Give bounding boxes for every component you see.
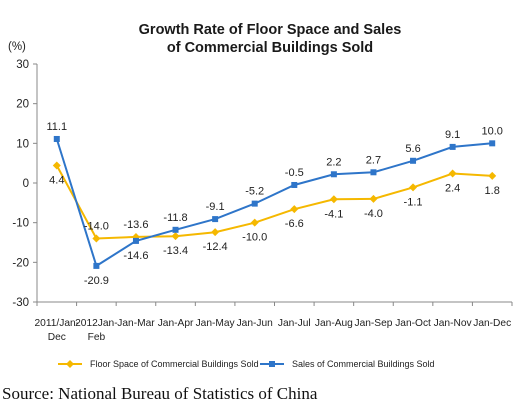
floor-space-point bbox=[92, 234, 101, 243]
legend-floor-space-marker bbox=[66, 360, 74, 368]
sales-point bbox=[330, 171, 337, 178]
floor-space-value-label: -4.1 bbox=[324, 208, 343, 220]
floor-space-point bbox=[409, 183, 418, 192]
x-tick-label: Jan-Jul bbox=[278, 318, 311, 329]
floor-space-value-label: 4.4 bbox=[49, 175, 64, 187]
floor-space-value-label: -4.0 bbox=[364, 208, 383, 220]
floor-space-value-label: -6.6 bbox=[285, 218, 304, 230]
sales-point bbox=[132, 237, 139, 244]
y-tick-label: 30 bbox=[16, 59, 29, 71]
x-tick-label: Jan-Apr bbox=[158, 318, 194, 329]
x-tick-label: 2012Jan- bbox=[75, 318, 117, 329]
x-tick-label: 2011/Jan- bbox=[35, 318, 80, 329]
x-tick-label: Jan-Aug bbox=[315, 318, 353, 329]
x-tick-label: Feb bbox=[88, 332, 106, 343]
y-axis-unit: (%) bbox=[8, 41, 26, 53]
floor-space-point bbox=[52, 161, 61, 170]
legend-sales-label: Sales of Commercial Buildings Sold bbox=[292, 359, 435, 369]
sales-value-label: -11.8 bbox=[163, 212, 187, 224]
y-tick-label: -10 bbox=[12, 218, 29, 230]
sales-value-label: 9.1 bbox=[445, 129, 460, 141]
x-tick-label: Jan-Nov bbox=[434, 318, 473, 329]
x-tick-label: Jan-Jun bbox=[237, 318, 273, 329]
sales-point bbox=[449, 143, 456, 150]
sales-value-label: 5.6 bbox=[405, 143, 420, 155]
floor-space-value-label: -13.4 bbox=[163, 245, 188, 257]
floor-space-point bbox=[290, 205, 299, 214]
sales-point bbox=[93, 262, 100, 269]
sales-point bbox=[172, 226, 179, 233]
floor-space-value-label: -10.0 bbox=[242, 232, 267, 244]
sales-point bbox=[53, 135, 60, 142]
floor-space-point bbox=[171, 232, 180, 241]
floor-space-point bbox=[488, 171, 497, 180]
sales-value-label: -9.1 bbox=[206, 201, 225, 213]
source-note: Source: National Bureau of Statistics of… bbox=[2, 384, 318, 403]
x-tick-label: Jan-Dec bbox=[473, 318, 511, 329]
x-tick-label: Jan-Mar bbox=[117, 318, 155, 329]
sales-value-label: -5.2 bbox=[245, 186, 264, 198]
floor-space-value-label: -12.4 bbox=[203, 241, 228, 253]
floor-space-value-label: 2.4 bbox=[445, 182, 460, 194]
sales-value-label: 2.2 bbox=[326, 156, 341, 168]
x-tick-label: Dec bbox=[48, 332, 66, 343]
sales-value-label: -0.5 bbox=[285, 167, 304, 179]
floor-space-point bbox=[250, 218, 259, 227]
sales-point bbox=[291, 181, 298, 188]
x-tick-label: Jan-Oct bbox=[395, 318, 431, 329]
floor-space-point bbox=[369, 194, 378, 203]
y-tick-label: -20 bbox=[12, 257, 29, 269]
floor-space-line bbox=[55, 165, 493, 240]
floor-space-point bbox=[329, 195, 338, 204]
floor-space-point bbox=[211, 228, 220, 237]
y-tick-label: 10 bbox=[16, 138, 29, 150]
sales-point bbox=[212, 216, 219, 223]
sales-value-label: -14.6 bbox=[123, 250, 148, 262]
sales-value-label: -20.9 bbox=[84, 275, 109, 287]
floor-space-point bbox=[448, 169, 457, 178]
floor-space-value-label: 1.8 bbox=[485, 185, 500, 197]
chart-title-line: of Commercial Buildings Sold bbox=[167, 40, 373, 56]
legend-floor-space-label: Floor Space of Commercial Buildings Sold bbox=[90, 359, 259, 369]
x-tick-label: Jan-May bbox=[196, 318, 236, 329]
y-tick-label: 20 bbox=[16, 99, 29, 111]
x-tick-label: Jan-Sep bbox=[354, 318, 392, 329]
sales-value-label: 2.7 bbox=[366, 154, 381, 166]
legend-sales-marker bbox=[269, 361, 275, 367]
sales-point bbox=[251, 200, 258, 207]
sales-line bbox=[55, 138, 493, 268]
sales-value-label: 10.0 bbox=[481, 125, 502, 137]
y-tick-label: -30 bbox=[12, 297, 29, 309]
y-tick-label: 0 bbox=[23, 178, 29, 190]
floor-space-value-label: -14.0 bbox=[84, 221, 109, 233]
floor-space-value-label: -1.1 bbox=[404, 196, 423, 208]
floor-space-value-label: -13.6 bbox=[123, 219, 148, 231]
sales-point bbox=[370, 169, 377, 176]
sales-value-label: 11.1 bbox=[46, 121, 67, 133]
sales-point bbox=[489, 140, 496, 147]
chart-title-line: Growth Rate of Floor Space and Sales bbox=[139, 22, 402, 38]
sales-point bbox=[410, 157, 417, 164]
